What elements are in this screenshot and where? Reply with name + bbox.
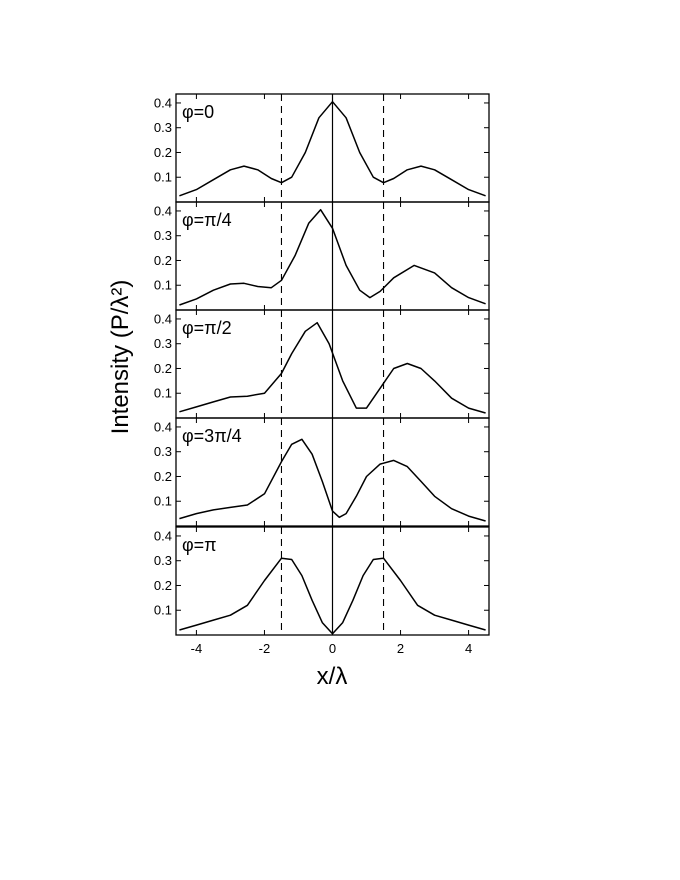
x-tick-label: -2: [259, 641, 271, 656]
y-tick-label: 0.3: [154, 336, 172, 351]
y-tick-label: 0.2: [154, 253, 172, 268]
x-axis: -4 -2 0 2 4: [191, 641, 473, 656]
panel-4: 0.1 0.2 0.3 0.4 φ=3π/4: [154, 417, 490, 527]
y-tick-label: 0.3: [154, 444, 172, 459]
x-tick-label: -4: [191, 641, 203, 656]
panels-layer: 0.10.20.30.4 φ=00.10.20.30.4 φ=π/40.10.20.…: [154, 93, 490, 636]
intensity-curve-3: [179, 321, 486, 414]
y-tick-label: 0.2: [154, 145, 172, 160]
y-tick-label: 0.4: [154, 528, 172, 543]
panel-3: 0.1 0.2 0.3 0.4 φ=π/2: [154, 309, 490, 419]
y-tick-label: 0.1: [154, 494, 172, 509]
y-tick-label: 0.3: [154, 228, 172, 243]
x-tick-label: 0: [329, 641, 336, 656]
panel-label: φ=π/4: [182, 210, 232, 230]
x-axis-title: x/λ: [317, 663, 348, 690]
y-tick-label: 0.1: [154, 603, 172, 618]
y-tick-label: 0.1: [154, 278, 172, 293]
intensity-curve-2: [179, 208, 486, 306]
y-tick-label: 0.3: [154, 120, 172, 135]
y-tick-label: 0.1: [154, 386, 172, 401]
y-tick-label: 0.4: [154, 311, 172, 326]
intensity-curve-5: [179, 557, 486, 635]
y-tick-label: 0.4: [154, 95, 172, 110]
y-axis-title: Intensity (P/λ²): [107, 280, 134, 435]
y-tick-label: 0.2: [154, 361, 172, 376]
y-tick-label: 0.2: [154, 469, 172, 484]
panel-label: φ=π: [182, 535, 217, 555]
panel-5: 0.1 0.2 0.3 0.4 φ=π: [154, 526, 490, 636]
x-tick-label: 4: [465, 641, 472, 656]
intensity-curve-1: [179, 100, 486, 197]
y-tick-label: 0.4: [154, 203, 172, 218]
y-tick-label: 0.1: [154, 170, 172, 185]
panel-1: 0.1 0.2 0.3 0.4 φ=0: [154, 93, 490, 203]
panel-label: φ=π/2: [182, 318, 232, 338]
y-tick-label: 0.2: [154, 578, 172, 593]
y-tick-label: 0.4: [154, 419, 172, 434]
y-tick-label: 0.3: [154, 553, 172, 568]
intensity-curve-4: [179, 438, 486, 522]
panel-label: φ=3π/4: [182, 426, 242, 446]
panel-label: φ=0: [182, 102, 214, 122]
panel-2: 0.1 0.2 0.3 0.4 φ=π/4: [154, 201, 490, 311]
x-tick-label: 2: [397, 641, 404, 656]
